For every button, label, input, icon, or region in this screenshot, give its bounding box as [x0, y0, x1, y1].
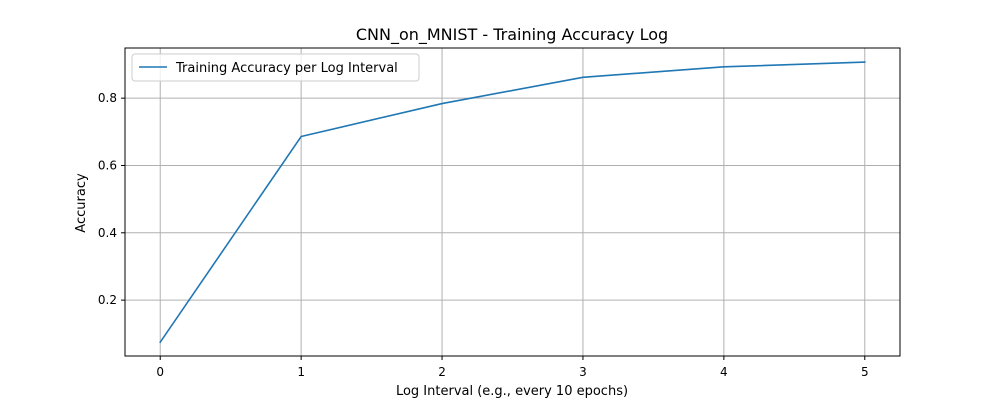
y-tick-label: 0.8	[98, 91, 117, 105]
y-tick-label: 0.4	[98, 226, 117, 240]
legend-label: Training Accuracy per Log Interval	[175, 61, 398, 76]
tick-layer: 0 1 2 3 4 5 0.2 0.4 0.6 0.8	[98, 91, 869, 379]
grid-layer	[125, 48, 900, 356]
x-axis-label: Log Interval (e.g., every 10 epochs)	[396, 384, 628, 399]
chart-title: CNN_on_MNIST - Training Accuracy Log	[356, 25, 668, 45]
x-tick-label: 3	[579, 365, 587, 379]
legend-box	[131, 53, 420, 82]
legend: Training Accuracy per Log Interval	[131, 53, 420, 82]
x-tick-label: 4	[720, 365, 728, 379]
x-tick-label: 1	[297, 365, 305, 379]
plot-frame	[124, 47, 901, 357]
x-tick-label: 0	[156, 365, 164, 379]
y-tick-label: 0.2	[98, 293, 117, 307]
x-tick-label: 5	[861, 365, 869, 379]
y-axis-label: Accuracy	[74, 173, 89, 233]
series-line	[159, 61, 866, 344]
series-layer	[159, 61, 866, 344]
x-tick-label: 2	[438, 365, 446, 379]
y-tick-label: 0.6	[98, 158, 117, 172]
